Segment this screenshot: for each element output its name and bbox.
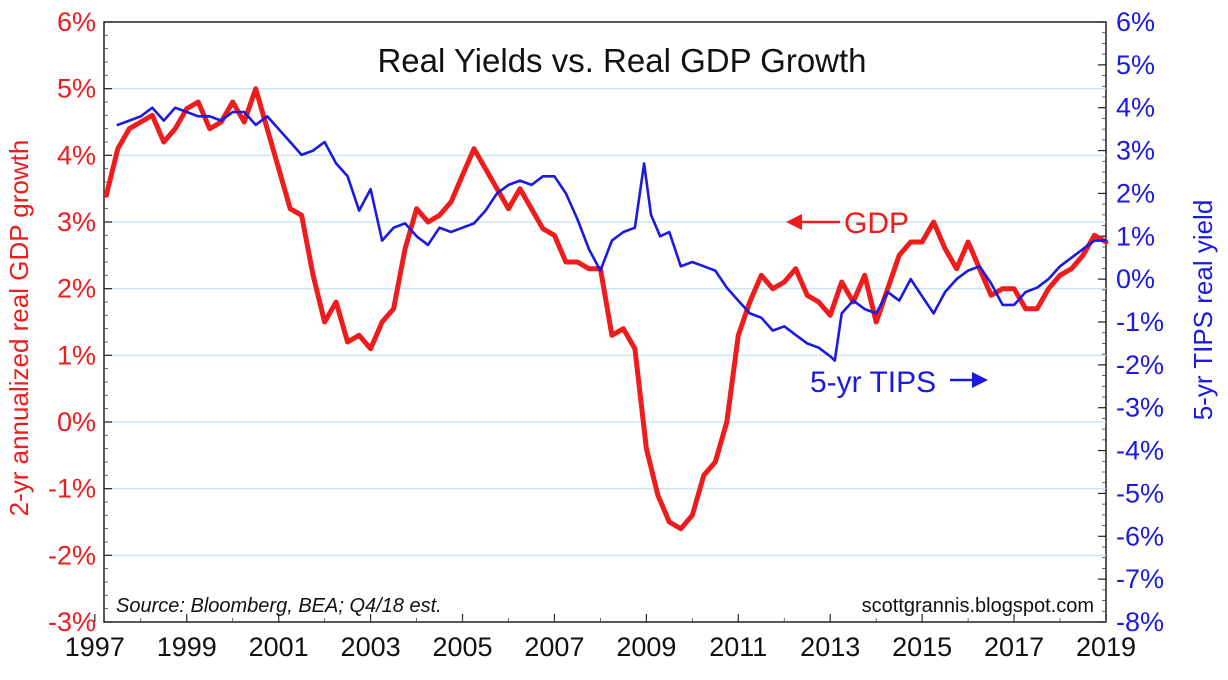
- grid-lines: [104, 88, 1106, 556]
- x-tick-label: 2019: [1076, 632, 1136, 662]
- series-layer: [103, 86, 1109, 532]
- left-axis-title: 2-yr annualized real GDP growth: [4, 140, 34, 517]
- gdp-annotation: GDP: [786, 207, 909, 240]
- left-tick-label: 4%: [57, 140, 96, 170]
- right-tick-label: -6%: [1116, 521, 1164, 551]
- right-tick-label: -4%: [1116, 436, 1164, 466]
- left-axis: 6% 5% 4% 3% 2% 1% 0% -1% -2% -3%: [48, 7, 112, 637]
- x-tick-label: 2007: [524, 632, 584, 662]
- tips-annotation: 5-yr TIPS: [810, 366, 988, 399]
- left-tick-label: 6%: [57, 7, 96, 37]
- plot-area: [103, 21, 1107, 623]
- right-tick-label: 6%: [1116, 7, 1155, 37]
- right-tick-label: -1%: [1116, 307, 1164, 337]
- right-tick-label: -8%: [1116, 607, 1164, 637]
- right-tick-label: 1%: [1116, 221, 1155, 251]
- left-tick-label: -1%: [48, 474, 96, 504]
- gdp-label: GDP: [844, 207, 909, 240]
- right-axis: 6% 5% 4% 3% 2% 1% 0% -1% -2% -3% -4% -5% -6% -7% -8%: [1098, 7, 1164, 637]
- x-tick-label: 2009: [616, 632, 676, 662]
- x-tick-label: 2017: [984, 632, 1044, 662]
- x-tick-label: 2003: [341, 632, 401, 662]
- x-tick-label: 1999: [157, 632, 217, 662]
- tips-label: 5-yr TIPS: [810, 366, 936, 399]
- x-tick-label: 2013: [800, 632, 860, 662]
- left-tick-label: -3%: [48, 607, 96, 637]
- right-tick-label: -7%: [1116, 564, 1164, 594]
- tips-series-line: [116, 106, 1108, 362]
- chart-title: Real Yields vs. Real GDP Growth: [377, 42, 866, 79]
- gdp-series-line: [103, 86, 1109, 532]
- left-tick-label: 5%: [57, 74, 96, 104]
- x-tick-label: 1997: [65, 632, 125, 662]
- right-tick-label: -3%: [1116, 393, 1164, 423]
- right-axis-title: 5-yr TIPS real yield: [1188, 200, 1218, 421]
- right-tick-label: 3%: [1116, 136, 1155, 166]
- left-tick-label: 2%: [57, 274, 96, 304]
- left-tick-label: 0%: [57, 407, 96, 437]
- left-tick-label: 1%: [57, 340, 96, 370]
- x-tick-label: 2005: [432, 632, 492, 662]
- website-note: scottgrannis.blogspot.com: [862, 595, 1094, 617]
- right-tick-label: 2%: [1116, 178, 1155, 208]
- right-tick-label: -5%: [1116, 478, 1164, 508]
- x-tick-label: 2001: [249, 632, 309, 662]
- source-note: Source: Bloomberg, BEA; Q4/18 est.: [116, 595, 442, 617]
- left-tick-label: -2%: [48, 540, 96, 570]
- x-axis: 1997 1999 2001 2003 2005 2007 2009 2011 2013 2015…: [65, 614, 1136, 662]
- x-tick-label: 2015: [892, 632, 952, 662]
- right-tick-label: 4%: [1116, 93, 1155, 123]
- gdp-arrow-head: [786, 214, 802, 230]
- tips-arrow-head: [972, 372, 988, 388]
- right-tick-label: -2%: [1116, 350, 1164, 380]
- x-tick-label: 2011: [709, 632, 767, 662]
- left-tick-label: 3%: [57, 207, 96, 237]
- right-tick-label: 5%: [1116, 50, 1155, 80]
- right-tick-label: 0%: [1116, 264, 1155, 294]
